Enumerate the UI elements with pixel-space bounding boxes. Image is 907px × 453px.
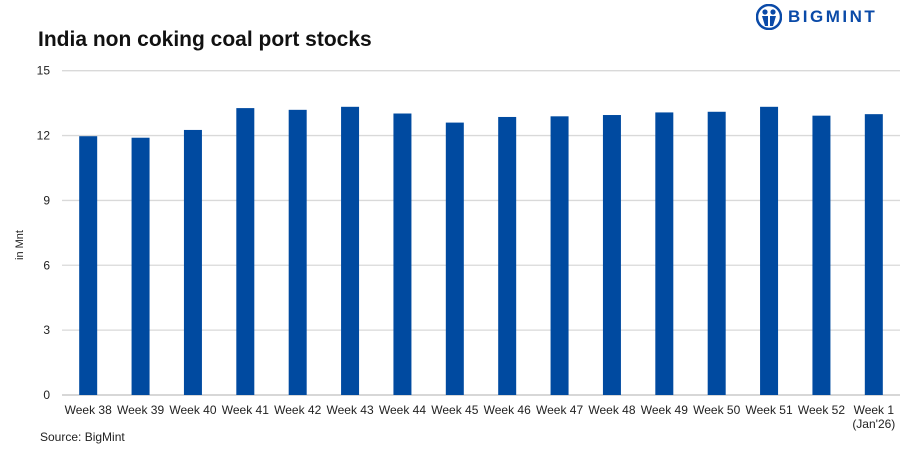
chart-title: India non coking coal port stocks xyxy=(38,28,372,51)
y-tick-label: 12 xyxy=(37,129,51,143)
x-tick-label: Week 47 xyxy=(536,403,583,417)
x-tick-label: Week 48 xyxy=(588,403,635,417)
bar xyxy=(183,129,202,396)
bar xyxy=(707,111,726,395)
bar xyxy=(393,113,412,395)
bigmint-logo-icon xyxy=(756,4,782,30)
x-tick-label: Week 51 xyxy=(745,403,792,417)
x-tick-label: Week 42 xyxy=(274,403,321,417)
y-tick-label: 3 xyxy=(43,323,50,337)
bar xyxy=(655,112,674,395)
y-tick-label: 0 xyxy=(43,388,50,402)
x-tick-label: Week 38 xyxy=(65,403,112,417)
x-tick-label: Week 44 xyxy=(379,403,426,417)
bar xyxy=(760,106,779,396)
bar xyxy=(864,114,883,396)
bar xyxy=(79,136,98,395)
bar xyxy=(288,109,307,395)
y-tick-label: 15 xyxy=(37,64,51,78)
bar xyxy=(236,108,255,395)
bar xyxy=(602,115,621,396)
bar xyxy=(445,122,464,395)
bar xyxy=(812,115,831,395)
bar xyxy=(498,116,517,395)
x-tick-label: Week 1 (Jan'26) xyxy=(852,403,895,431)
x-tick-label: Week 46 xyxy=(484,403,531,417)
x-tick-label: Week 39 xyxy=(117,403,164,417)
source-note: Source: BigMint xyxy=(40,430,125,444)
y-tick-label: 9 xyxy=(43,193,50,207)
bar xyxy=(131,137,150,396)
x-tick-label: Week 43 xyxy=(326,403,373,417)
x-tick-label: Week 40 xyxy=(169,403,216,417)
x-tick-label: Week 49 xyxy=(641,403,688,417)
bar xyxy=(341,106,360,396)
bar xyxy=(550,116,569,395)
x-tick-label: Week 50 xyxy=(693,403,740,417)
y-axis-label: in Mnt xyxy=(14,230,26,260)
x-tick-label: Week 52 xyxy=(798,403,845,417)
x-tick-label: Week 41 xyxy=(222,403,269,417)
brand-name: BIGMINT xyxy=(788,7,878,26)
y-tick-label: 6 xyxy=(43,258,50,272)
bigmint-logo: BIGMINT xyxy=(756,4,877,30)
x-tick-label: Week 45 xyxy=(431,403,478,417)
